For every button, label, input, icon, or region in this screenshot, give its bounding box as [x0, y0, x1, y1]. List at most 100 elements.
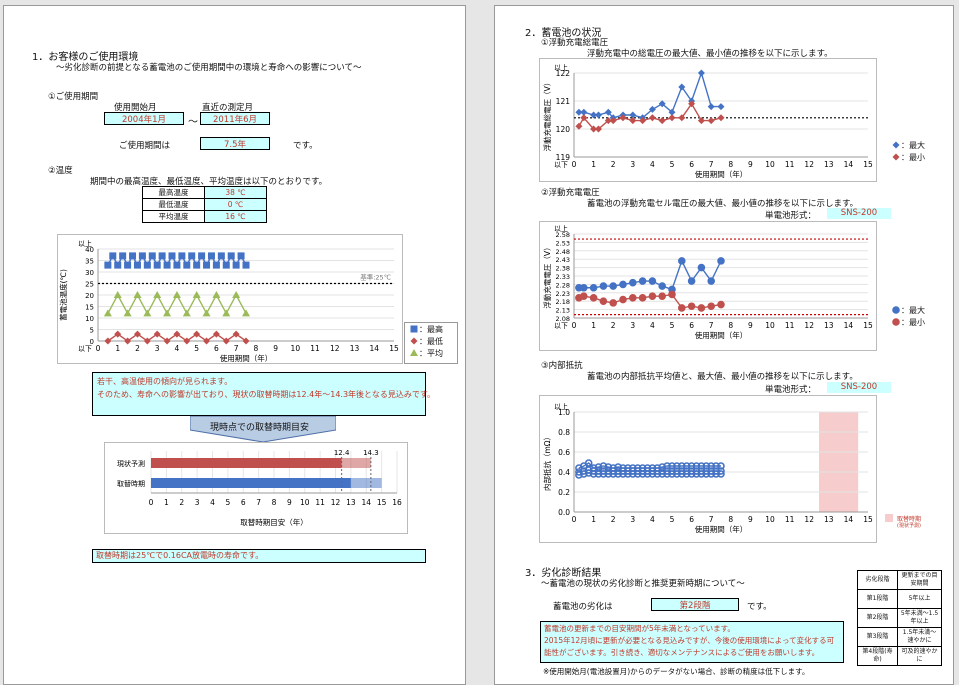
- category-label: 取替時期: [117, 479, 145, 488]
- data-point: [619, 295, 627, 304]
- legend-item: ：平均: [405, 347, 457, 359]
- replace-band: [819, 412, 859, 512]
- x-tick-label: 13: [346, 498, 356, 507]
- x-tick-label: 1: [115, 344, 120, 353]
- cell-legend: ：最大 ：最小: [887, 304, 935, 334]
- data-point: [104, 261, 112, 269]
- data-point: [658, 470, 666, 478]
- data-point: [124, 261, 132, 269]
- y-tick-label: 2.38: [556, 265, 570, 273]
- data-point: [648, 114, 656, 122]
- x-tick-label: 9: [287, 498, 292, 507]
- x-tick-label: 14: [361, 498, 371, 507]
- data-point: [579, 470, 588, 478]
- data-point: [629, 117, 637, 125]
- temperature-note: 若干、高温使用の傾向が見られます。 そのため、寿命への影響が出ており、現状の取替…: [92, 372, 435, 416]
- data-point: [237, 252, 245, 260]
- y-tick-label: 0.4: [558, 468, 570, 477]
- degradation-label: 蓄電池の劣化は: [553, 602, 613, 612]
- y-tick-label: 1.0: [558, 408, 570, 417]
- legend-marker-shape: [892, 153, 900, 161]
- x-tick-label: 1: [164, 498, 169, 507]
- bar-base: [151, 478, 351, 488]
- y-tick-label: 119: [556, 153, 571, 162]
- data-point: [673, 470, 681, 478]
- data-point: [599, 470, 608, 478]
- data-point: [133, 291, 142, 298]
- data-point: [153, 330, 161, 338]
- y-tick-label: 2.23: [556, 290, 570, 298]
- data-point: [619, 470, 627, 478]
- data-point: [619, 114, 627, 122]
- y-top-label: 以上: [554, 402, 568, 411]
- data-point: [697, 304, 706, 312]
- data-point: [658, 292, 666, 300]
- degradation-period-cell: 1.5年未満～速やかに: [897, 627, 942, 647]
- data-point: [575, 108, 583, 116]
- x-axis-label: 使用期間（年）: [695, 524, 748, 534]
- y-tick-label: 2.33: [556, 273, 570, 281]
- data-point: [643, 470, 652, 478]
- x-tick-label: 2: [179, 498, 184, 507]
- data-point: [697, 117, 705, 125]
- x-tick-label: 12: [804, 515, 814, 524]
- x-tick-label: 4: [650, 160, 655, 169]
- data-point: [624, 470, 632, 478]
- x-tick-label: 13: [350, 344, 360, 353]
- data-point: [717, 462, 725, 470]
- x-tick-label: 4: [650, 515, 655, 524]
- data-point: [143, 261, 151, 269]
- y-tick-label: 2.13: [556, 307, 570, 315]
- x-tick-label: 8: [728, 160, 733, 169]
- x-tick-label: 2: [611, 515, 616, 524]
- y-top-label: 以上: [78, 239, 92, 248]
- data-point: [242, 337, 250, 345]
- legend-item: ：最高: [405, 323, 457, 335]
- legend-marker: [892, 153, 900, 161]
- x-tick-label: 5: [670, 515, 675, 524]
- data-point: [198, 252, 206, 260]
- data-point: [193, 261, 201, 269]
- data-point: [678, 114, 686, 122]
- period-heading: ①ご使用期間: [48, 92, 99, 102]
- section3-subtitle: ～蓄電池の現状の劣化診断と推奨更新時期について～: [541, 579, 745, 589]
- data-point: [222, 309, 231, 317]
- diagnosis-note-line1: 蓄電池の更新までの目安期間が5年未満となっています。: [544, 624, 735, 633]
- data-point: [242, 309, 250, 317]
- data-point: [158, 252, 166, 260]
- legend-label: ：最低: [419, 336, 443, 346]
- float-heading: ①浮動充電総電圧: [541, 38, 609, 48]
- data-point: [173, 330, 181, 338]
- temp-desc: 期間中の最高温度、最低温度、平均温度は以下のとおりです。: [90, 177, 328, 187]
- x-tick-label: 10: [765, 515, 775, 524]
- reference-label: 基準:25℃: [360, 273, 391, 282]
- data-point: [717, 300, 725, 309]
- x-tick-label: 5: [225, 498, 230, 507]
- data-point: [202, 309, 211, 317]
- data-point: [682, 462, 691, 470]
- legend-item: ：最大: [887, 139, 935, 151]
- series-line: [578, 293, 722, 309]
- data-point: [168, 252, 176, 260]
- y-tick-label: 2.58: [556, 231, 570, 239]
- x-tick-label: 0: [96, 344, 101, 353]
- temperature-table: 最高温度 38 ℃ 最低温度 0 ℃ 平均温度 16 ℃: [142, 186, 267, 223]
- data-point: [183, 261, 191, 269]
- data-point: [133, 330, 141, 338]
- legend-marker-shape: [410, 325, 418, 333]
- data-point: [609, 470, 617, 478]
- y-tick-label: 2.43: [556, 256, 570, 264]
- report-page-right: 2．蓄電池の状況 ①浮動充電総電圧 浮動充電中の総電圧の最大値、最小値の推移を以…: [494, 5, 954, 685]
- replace-band-legend-label: 取替時期: [897, 516, 922, 523]
- data-point: [663, 470, 671, 478]
- data-point: [153, 291, 162, 298]
- category-label: 現状予測: [117, 459, 145, 468]
- data-point: [648, 292, 657, 300]
- y-bottom-label: 以下: [554, 161, 568, 169]
- degradation-row: 第1段階 5年以上: [857, 589, 942, 609]
- legend-label: ：平均: [419, 348, 443, 358]
- x-tick-label: 10: [765, 160, 775, 169]
- x-tick-label: 6: [689, 160, 694, 169]
- data-point: [604, 117, 612, 125]
- data-point: [717, 114, 725, 122]
